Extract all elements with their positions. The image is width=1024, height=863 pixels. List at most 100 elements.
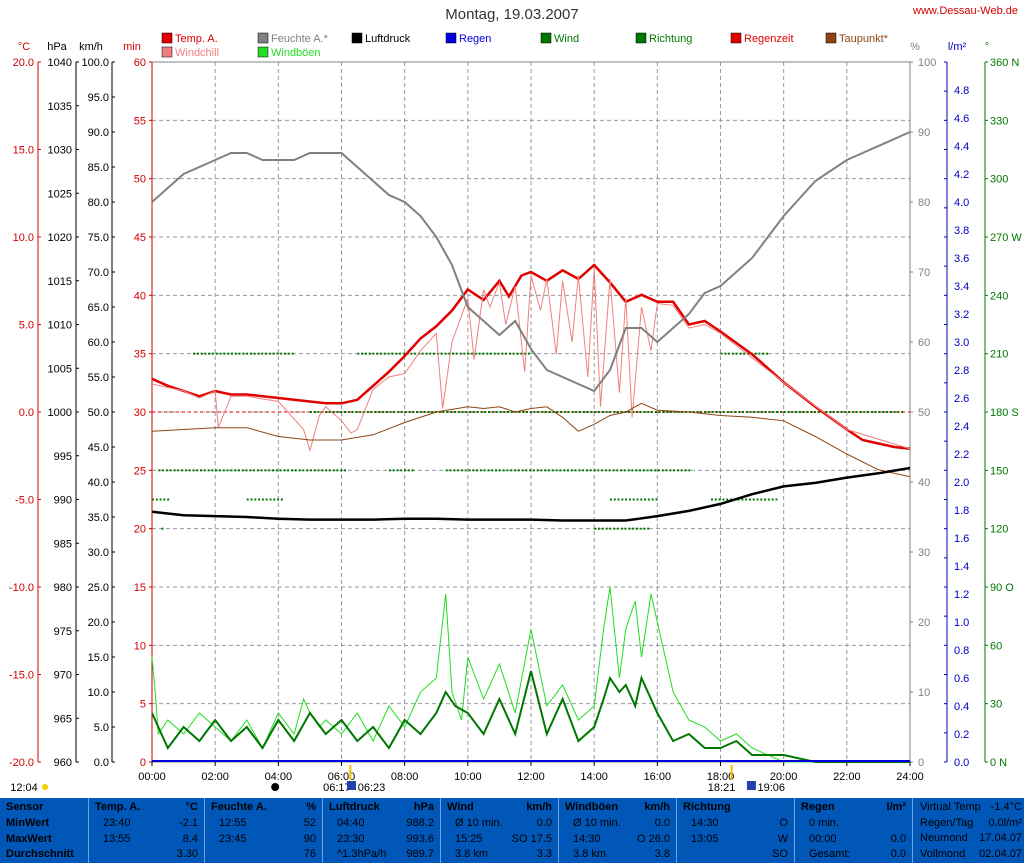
- direction-point: [502, 469, 505, 472]
- direction-point: [855, 411, 858, 413]
- stats-temp-column: Temp. A. °C 23:40 -2.1 13:55 8.4 3.30: [89, 798, 205, 863]
- temp-axis-tick-label: 15.0: [13, 145, 34, 157]
- direction-point: [567, 411, 570, 413]
- rain-axis-tick-label: 2.4: [954, 421, 969, 433]
- direction-point: [639, 411, 642, 413]
- stats-feuchte-value: 90: [303, 832, 316, 845]
- legend-label: Taupunkt*: [839, 33, 889, 45]
- direction-point: [421, 352, 424, 355]
- direction-point: [867, 411, 870, 413]
- stats-wind-unit: km/h: [526, 801, 552, 813]
- direction-point: [813, 411, 816, 413]
- direction-point: [425, 352, 428, 355]
- rain-axis-tick-label: 3.6: [954, 253, 969, 265]
- direction-point: [617, 498, 620, 501]
- stats-sensor-column: Sensor MinWert MaxWert Durchschnitt: [0, 798, 89, 863]
- temp-axis-tick-label: 20.0: [13, 57, 34, 69]
- time-tick-label: 12:00: [517, 771, 545, 783]
- direction-point: [516, 352, 519, 355]
- direction-point: [548, 469, 551, 472]
- direction-point: [193, 352, 196, 355]
- direction-point: [642, 469, 645, 472]
- direction-point: [196, 469, 199, 472]
- legend-item: Richtung: [635, 32, 692, 45]
- direction-point: [272, 352, 275, 355]
- humidity-axis-tick-label: 80: [918, 197, 930, 209]
- legend-swatch: [161, 46, 173, 58]
- rain-axis-tick-label: 3.8: [954, 225, 969, 237]
- direction-point: [724, 352, 727, 355]
- direction-point: [643, 527, 646, 530]
- direction-point: [510, 469, 513, 472]
- direction-point: [287, 469, 290, 472]
- direction-point: [609, 498, 612, 501]
- time-tick-label: 08:00: [391, 771, 419, 783]
- direction-point: [655, 498, 658, 501]
- direction-point: [632, 498, 635, 501]
- direction-axis-tick-label: 300: [990, 174, 1008, 186]
- stats-temp-unit: °C: [185, 801, 198, 813]
- direction-point: [647, 498, 650, 501]
- direction-point: [461, 411, 464, 413]
- legend-swatch: [635, 32, 647, 44]
- direction-point: [497, 352, 500, 355]
- legend-label: Regen: [459, 33, 491, 45]
- direction-point: [472, 411, 475, 413]
- legend-label: Feuchte A.*: [271, 33, 329, 45]
- direction-point: [321, 469, 324, 472]
- direction-point: [463, 352, 466, 355]
- wind-axis-tick-label: 95.0: [88, 92, 109, 104]
- direction-point: [396, 469, 399, 472]
- direction-point: [601, 469, 604, 472]
- rain-axis-tick-label: 0.6: [954, 673, 969, 685]
- direction-point: [527, 352, 530, 355]
- direction-point: [532, 469, 535, 472]
- direction-point: [795, 411, 798, 413]
- direction-point: [313, 411, 316, 413]
- axis-unit-label: %: [910, 41, 920, 53]
- direction-point: [625, 498, 628, 501]
- direction-point: [704, 411, 707, 413]
- direction-point: [616, 527, 619, 530]
- legend-swatch: [257, 46, 269, 58]
- direction-point: [506, 469, 509, 472]
- humidity-axis-tick-label: 20: [918, 617, 930, 629]
- direction-point: [574, 469, 577, 472]
- direction-point: [601, 527, 604, 530]
- direction-point: [404, 411, 407, 413]
- direction-point: [741, 411, 744, 413]
- direction-point: [540, 469, 543, 472]
- wind-axis-tick-label: 50.0: [88, 407, 109, 419]
- wind-axis-tick-label: 25.0: [88, 582, 109, 594]
- direction-point: [484, 411, 487, 413]
- direction-point: [586, 411, 589, 413]
- direction-point: [155, 498, 158, 501]
- direction-point: [563, 469, 566, 472]
- wind-axis-tick-label: 20.0: [88, 617, 109, 629]
- direction-point: [397, 411, 400, 413]
- direction-point: [480, 411, 483, 413]
- direction-point: [882, 411, 885, 413]
- stats-sensor-title: Sensor: [6, 801, 44, 813]
- direction-point: [802, 411, 805, 413]
- direction-point: [726, 411, 729, 413]
- direction-point: [609, 411, 612, 413]
- wind-axis-tick-label: 75.0: [88, 232, 109, 244]
- direction-point: [277, 498, 280, 501]
- direction-point: [494, 469, 497, 472]
- direction-point: [317, 411, 320, 413]
- direction-point: [631, 469, 634, 472]
- direction-point: [771, 498, 774, 501]
- wind-axis-tick-label: 60.0: [88, 337, 109, 349]
- direction-point: [357, 352, 360, 355]
- direction-point: [764, 411, 767, 413]
- direction-point: [208, 352, 211, 355]
- wind-axis-tick-label: 30.0: [88, 547, 109, 559]
- rain-axis-tick-label: 2.8: [954, 365, 969, 377]
- direction-point: [758, 352, 761, 355]
- direction-point: [748, 498, 751, 501]
- stats-windboeen-value: 0.0: [654, 817, 670, 829]
- pressure-axis-tick-label: 980: [54, 582, 72, 594]
- moonset-label: 19:06: [757, 782, 785, 794]
- site-link[interactable]: www.Dessau-Web.de: [913, 5, 1018, 17]
